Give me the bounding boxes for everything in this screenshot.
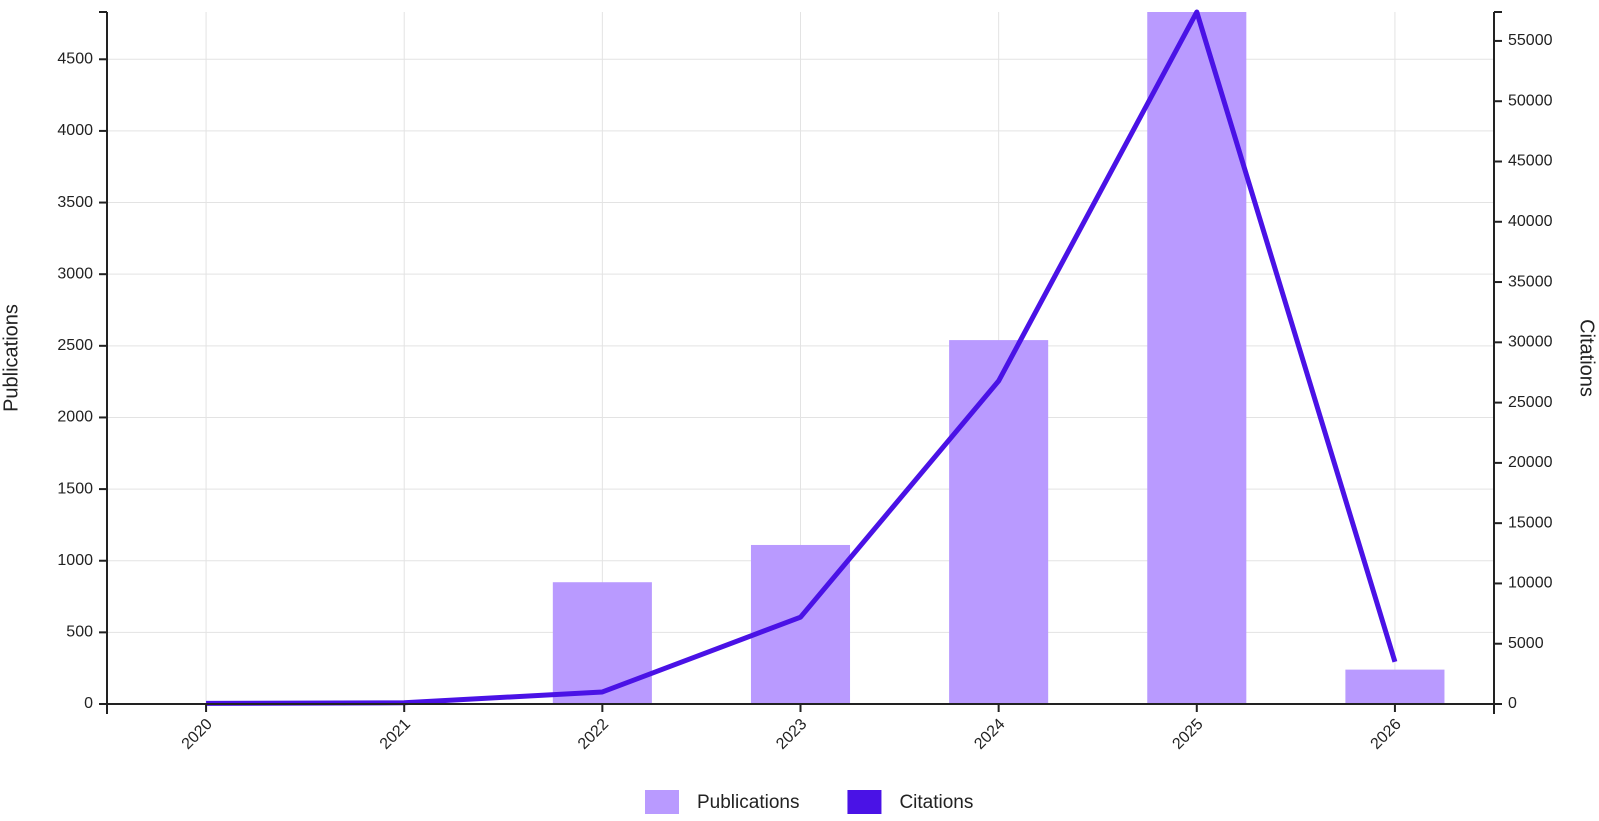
y-tick-label: 1000 <box>57 552 93 569</box>
bar <box>1345 669 1445 704</box>
y2-tick-label: 35000 <box>1508 273 1553 290</box>
x-tick-label: 2022 <box>575 716 612 753</box>
x-tick-label: 2025 <box>1169 716 1206 753</box>
bar <box>949 340 1049 704</box>
y2-tick-label: 40000 <box>1508 213 1553 230</box>
y-tick-label: 3500 <box>57 194 93 211</box>
y-tick-label: 0 <box>84 695 93 712</box>
y-tick-label: 500 <box>66 624 93 641</box>
legend-label: Citations <box>899 792 973 813</box>
y2-tick-label: 30000 <box>1508 334 1553 351</box>
y2-tick-label: 5000 <box>1508 635 1544 652</box>
bar <box>552 582 652 704</box>
y2-tick-label: 10000 <box>1508 575 1553 592</box>
bar <box>750 544 851 704</box>
y2-tick-label: 45000 <box>1508 153 1553 170</box>
x-tick-label: 2020 <box>179 716 216 753</box>
y2-tick-label: 25000 <box>1508 394 1553 411</box>
legend-swatch <box>645 790 679 814</box>
x-tick-label: 2021 <box>377 716 414 753</box>
y2-tick-label: 55000 <box>1508 32 1553 49</box>
y2-tick-label: 50000 <box>1508 92 1553 109</box>
y-tick-label: 1500 <box>57 480 93 497</box>
x-tick-label: 2024 <box>971 716 1008 753</box>
bar <box>1147 12 1247 704</box>
legend-swatch <box>847 790 882 814</box>
y2-axis-label: Citations <box>1576 319 1598 397</box>
y2-tick-label: 15000 <box>1508 514 1553 531</box>
y-axis-label: Publications <box>0 304 22 412</box>
y2-tick-label: 0 <box>1508 695 1517 712</box>
y-tick-label: 3000 <box>57 265 93 282</box>
line <box>206 9 1398 706</box>
y-tick-label: 4500 <box>57 50 93 67</box>
y-tick-label: 2000 <box>57 409 93 426</box>
legend-label: Publications <box>697 792 799 813</box>
x-tick-label: 2023 <box>773 716 810 753</box>
y2-tick-label: 20000 <box>1508 454 1553 471</box>
y-tick-label: 4000 <box>57 122 93 139</box>
x-tick-label: 2026 <box>1368 716 1405 753</box>
y-tick-label: 2500 <box>57 337 93 354</box>
